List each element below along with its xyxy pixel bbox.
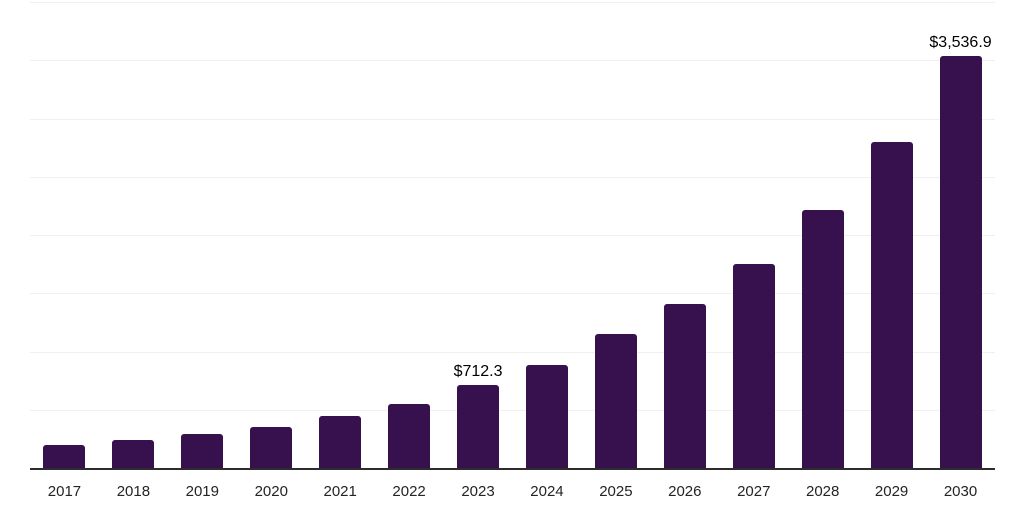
gridline-3000 xyxy=(30,118,995,120)
bar-2022 xyxy=(388,403,431,468)
bar-2024 xyxy=(525,364,568,468)
x-tick-2018: 2018 xyxy=(116,483,151,500)
data-label-2023: $712.3 xyxy=(453,363,503,381)
x-tick-2022: 2022 xyxy=(392,483,426,500)
x-tick-2021: 2021 xyxy=(323,483,357,500)
bar-2029 xyxy=(870,141,913,468)
bar-2021 xyxy=(319,415,362,468)
x-tick-2030: 2030 xyxy=(943,483,978,500)
gridline-2000 xyxy=(30,235,995,236)
x-tick-2020: 2020 xyxy=(254,483,288,500)
bar-2019 xyxy=(181,433,224,468)
bar-2023 xyxy=(457,385,500,468)
x-axis-line xyxy=(30,468,995,470)
x-tick-2025: 2025 xyxy=(599,483,633,500)
x-tick-2026: 2026 xyxy=(668,483,702,500)
bar-2027 xyxy=(732,263,775,468)
bar-2017 xyxy=(43,445,86,468)
gridline-4000 xyxy=(30,2,995,3)
x-tick-2029: 2029 xyxy=(874,483,909,500)
x-tick-2017: 2017 xyxy=(47,483,82,500)
x-tick-2028: 2028 xyxy=(805,483,840,500)
data-label-2030: $3,536.9 xyxy=(929,33,992,51)
x-axis-labels: 2017 2018 2019 2020 2021 2022 2023 2024 2025 2026… xyxy=(30,483,995,507)
x-tick-2027: 2027 xyxy=(737,483,771,500)
bar-2020 xyxy=(250,426,293,468)
gridline-2500 xyxy=(30,176,995,178)
bar-2025 xyxy=(594,334,637,468)
gridline-3500 xyxy=(30,60,995,62)
bar-2028 xyxy=(801,210,844,468)
x-tick-2019: 2019 xyxy=(185,483,219,500)
bar-2026 xyxy=(663,304,706,468)
bar-2030 xyxy=(939,55,982,468)
plot-area: $712.3 $3,536.9 xyxy=(30,0,995,470)
gridline-500 xyxy=(30,409,995,411)
gridline-1500 xyxy=(30,293,995,295)
x-tick-2024: 2024 xyxy=(530,483,564,500)
gridline-1000 xyxy=(30,351,995,353)
x-tick-2023: 2023 xyxy=(461,483,495,500)
bar-2018 xyxy=(112,440,155,468)
